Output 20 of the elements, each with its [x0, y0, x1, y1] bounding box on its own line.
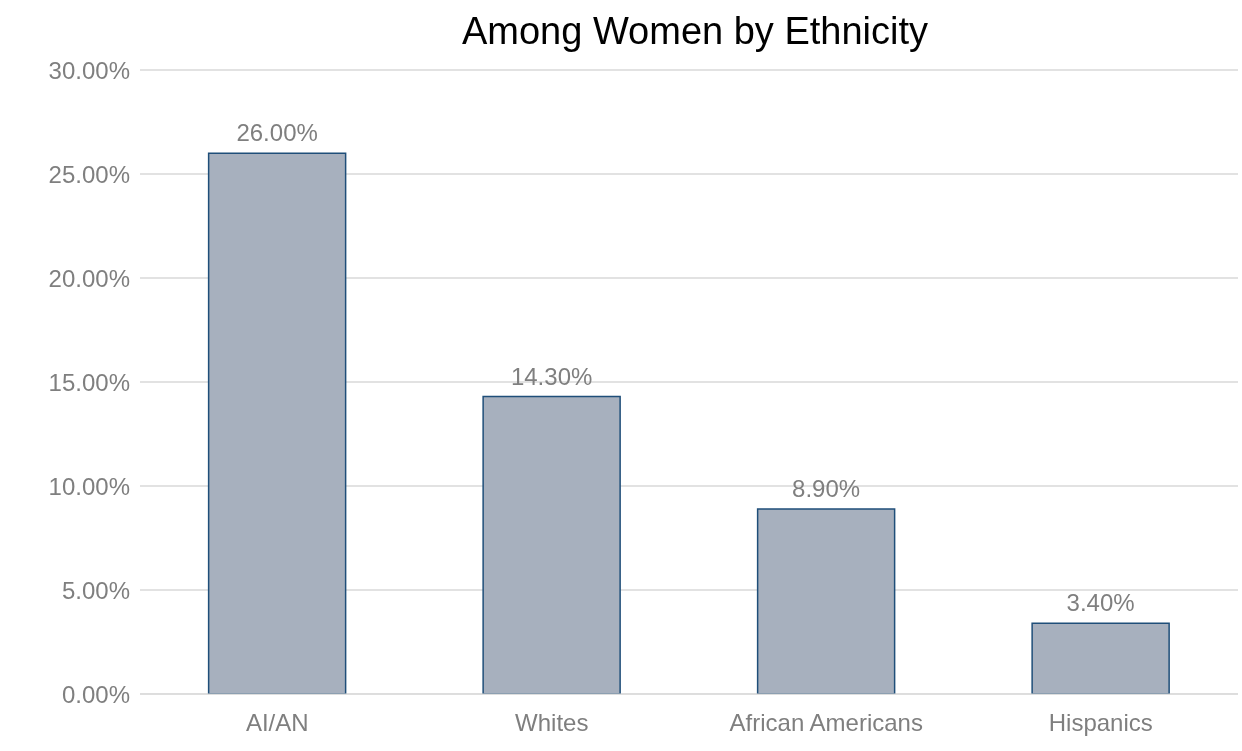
- data-label: 26.00%: [236, 119, 318, 147]
- bar: [1031, 622, 1170, 694]
- bar: [482, 395, 621, 694]
- y-tick-label: 30.00%: [48, 56, 130, 84]
- bar: [207, 152, 347, 694]
- y-tick-label: 10.00%: [48, 472, 130, 500]
- y-tick-label: 25.00%: [48, 160, 130, 188]
- y-tick-label: 20.00%: [48, 264, 130, 292]
- y-tick-label: 0.00%: [61, 680, 130, 708]
- bar: [756, 508, 896, 694]
- data-label: 8.90%: [792, 474, 861, 502]
- x-tick-label: AI/AN: [245, 709, 309, 737]
- x-tick-label: African Americans: [729, 709, 923, 737]
- y-tick-label: 15.00%: [48, 368, 130, 396]
- x-tick-label: Hispanics: [1048, 709, 1153, 737]
- y-tick-label: 5.00%: [61, 576, 130, 604]
- x-tick-label: Whites: [515, 709, 589, 737]
- data-label: 14.30%: [510, 362, 593, 390]
- chart-title: Among Women by Ethnicity: [460, 10, 930, 53]
- data-label: 3.40%: [1066, 589, 1135, 617]
